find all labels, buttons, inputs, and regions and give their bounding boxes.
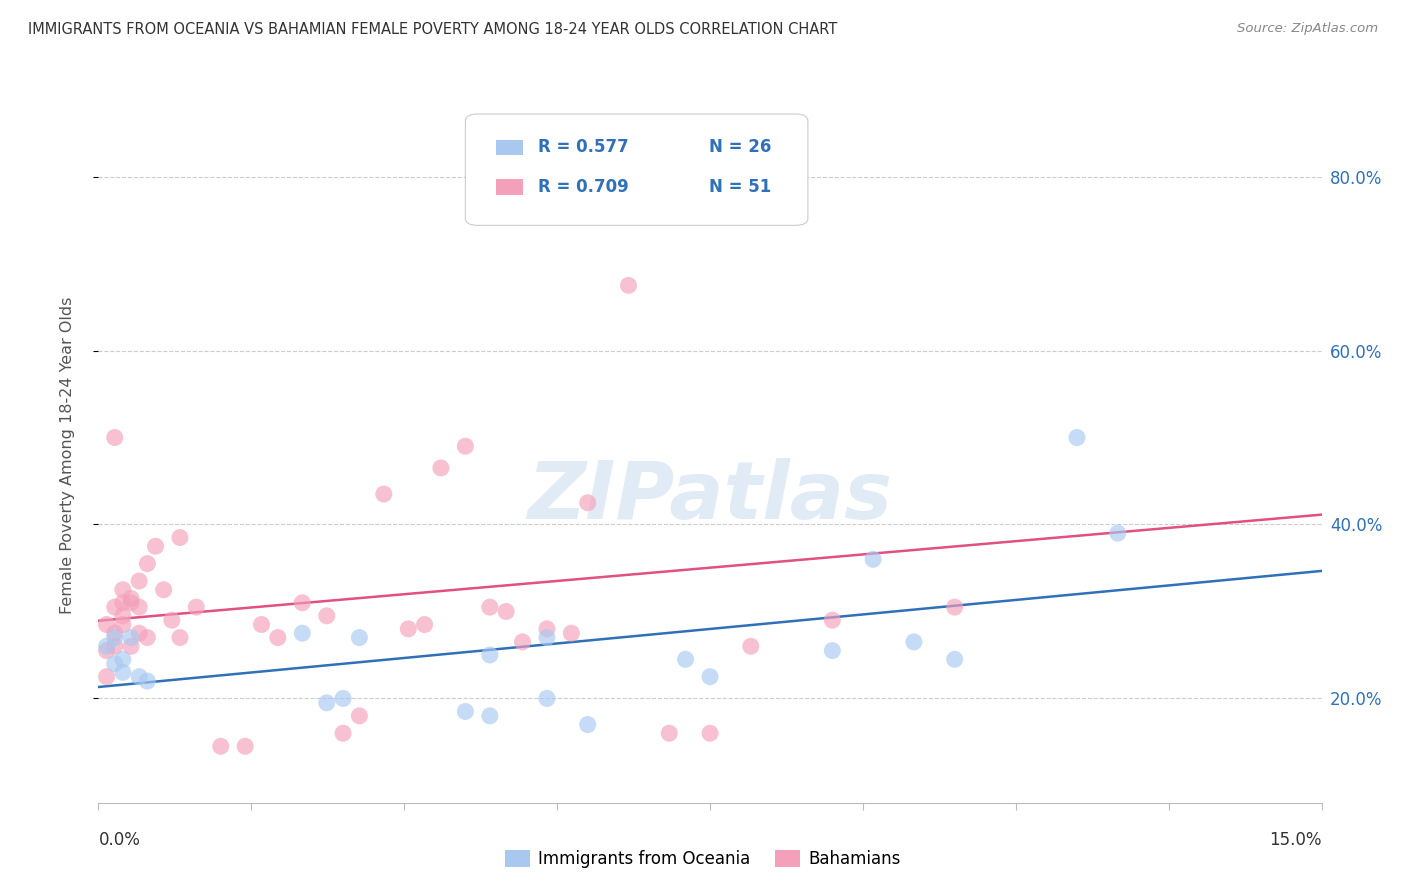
Point	[478, 648, 501, 662]
Point	[169, 531, 191, 545]
Point	[536, 691, 558, 706]
Point	[291, 596, 314, 610]
Point	[349, 708, 371, 723]
Point	[349, 631, 371, 645]
Point	[943, 652, 966, 666]
Point	[780, 209, 803, 223]
Point	[128, 600, 150, 615]
Point	[128, 626, 150, 640]
Point	[454, 439, 477, 453]
Point	[1107, 526, 1129, 541]
Point	[291, 626, 314, 640]
Text: Source: ZipAtlas.com: Source: ZipAtlas.com	[1237, 22, 1378, 36]
Text: R = 0.709: R = 0.709	[537, 178, 628, 196]
Point	[903, 635, 925, 649]
Text: IMMIGRANTS FROM OCEANIA VS BAHAMIAN FEMALE POVERTY AMONG 18-24 YEAR OLDS CORRELA: IMMIGRANTS FROM OCEANIA VS BAHAMIAN FEMA…	[28, 22, 838, 37]
Point	[120, 631, 142, 645]
Point	[104, 600, 127, 615]
Point	[111, 617, 134, 632]
Point	[111, 608, 134, 623]
Point	[373, 487, 395, 501]
Point	[111, 596, 134, 610]
Point	[160, 613, 183, 627]
Point	[576, 717, 599, 731]
Point	[943, 600, 966, 615]
Point	[169, 631, 191, 645]
Point	[560, 626, 582, 640]
Point	[396, 622, 419, 636]
FancyBboxPatch shape	[496, 140, 523, 155]
Point	[250, 617, 273, 632]
Point	[315, 696, 337, 710]
Point	[332, 726, 354, 740]
Point	[128, 670, 150, 684]
Point	[96, 643, 118, 657]
Point	[430, 461, 453, 475]
Point	[862, 552, 884, 566]
Point	[233, 739, 256, 754]
Point	[111, 582, 134, 597]
Point	[186, 600, 208, 615]
Point	[136, 557, 159, 571]
Point	[699, 670, 721, 684]
Point	[128, 574, 150, 588]
Point	[478, 600, 501, 615]
Point	[617, 278, 640, 293]
FancyBboxPatch shape	[465, 114, 808, 226]
Point	[478, 708, 501, 723]
Text: 0.0%: 0.0%	[98, 830, 141, 848]
Point	[315, 608, 337, 623]
Point	[454, 705, 477, 719]
Point	[104, 657, 127, 671]
Text: ZIPatlas: ZIPatlas	[527, 458, 893, 536]
Y-axis label: Female Poverty Among 18-24 Year Olds: Female Poverty Among 18-24 Year Olds	[60, 296, 75, 614]
Point	[267, 631, 290, 645]
Point	[576, 496, 599, 510]
Point	[536, 622, 558, 636]
Point	[120, 596, 142, 610]
Point	[699, 726, 721, 740]
Point	[740, 639, 762, 653]
Point	[120, 639, 142, 653]
Point	[658, 726, 681, 740]
Text: N = 51: N = 51	[709, 178, 770, 196]
Point	[96, 639, 118, 653]
Point	[536, 631, 558, 645]
Point	[209, 739, 232, 754]
Point	[152, 582, 174, 597]
Text: R = 0.577: R = 0.577	[537, 138, 628, 156]
Point	[145, 539, 167, 553]
Point	[675, 652, 697, 666]
Legend: Immigrants from Oceania, Bahamians: Immigrants from Oceania, Bahamians	[498, 843, 908, 875]
Point	[512, 635, 534, 649]
Point	[332, 691, 354, 706]
Point	[1066, 430, 1088, 444]
Point	[96, 617, 118, 632]
Text: 15.0%: 15.0%	[1270, 830, 1322, 848]
Point	[111, 665, 134, 680]
Point	[136, 674, 159, 689]
Text: N = 26: N = 26	[709, 138, 770, 156]
Point	[111, 652, 134, 666]
Point	[104, 631, 127, 645]
Point	[821, 643, 844, 657]
Point	[136, 631, 159, 645]
Point	[495, 605, 517, 619]
Point	[104, 639, 127, 653]
Point	[413, 617, 436, 632]
Point	[120, 591, 142, 606]
Point	[104, 626, 127, 640]
FancyBboxPatch shape	[496, 179, 523, 194]
Point	[96, 670, 118, 684]
Point	[821, 613, 844, 627]
Point	[104, 430, 127, 444]
